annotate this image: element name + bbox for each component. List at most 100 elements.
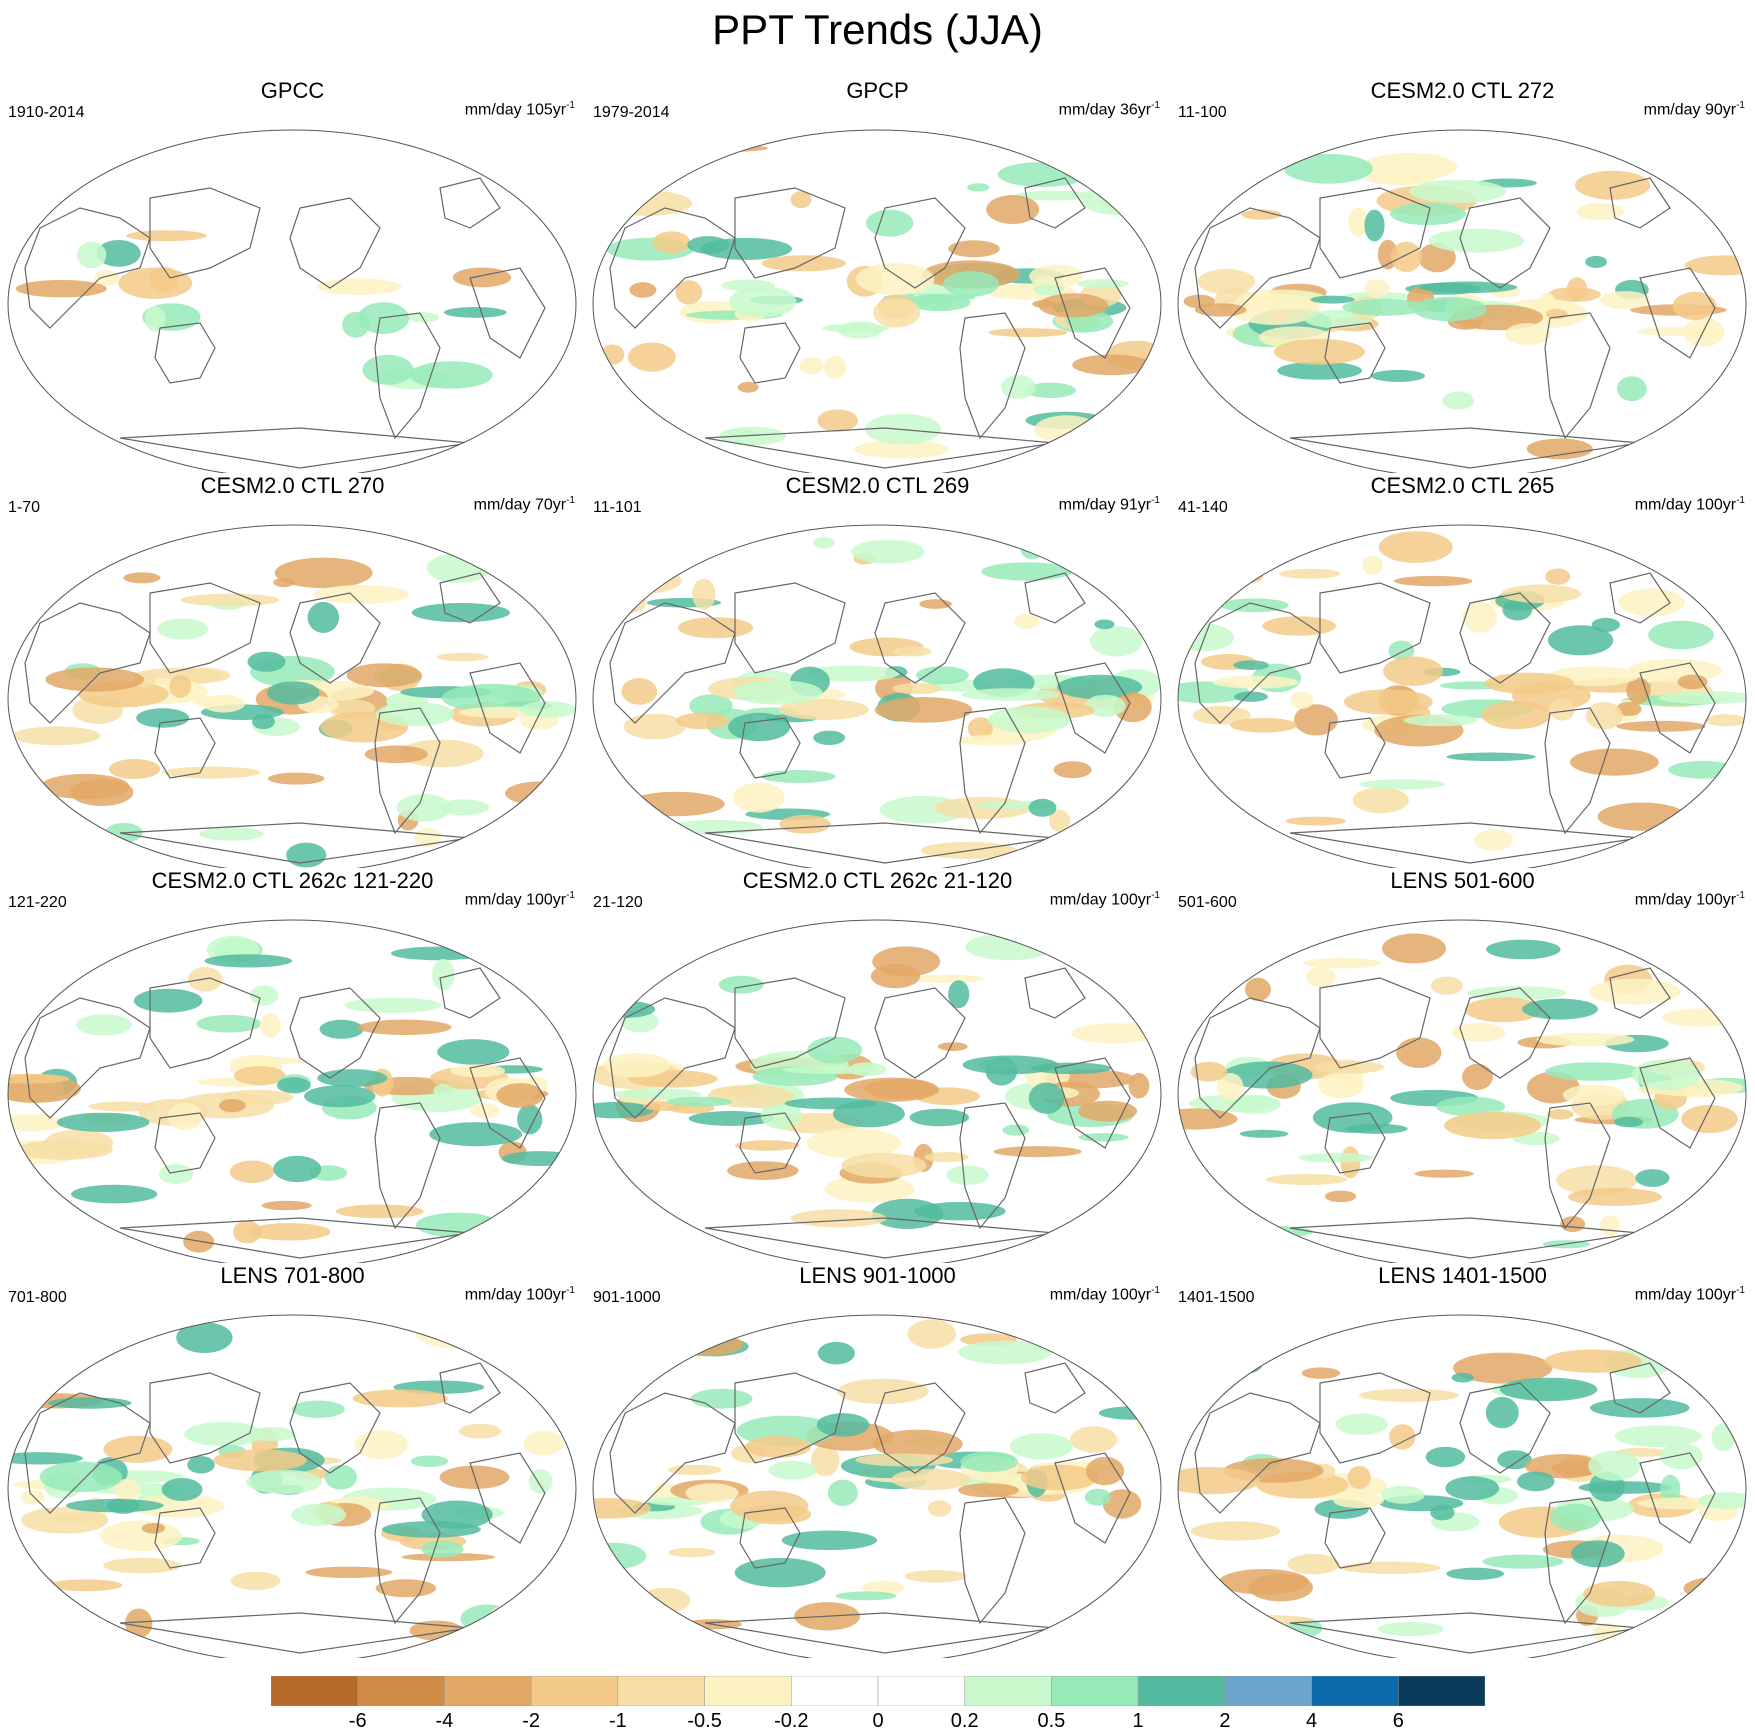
map-panel: LENS 501-600 501-600 mm/day 100yr-1 bbox=[1170, 868, 1755, 1263]
trend-shading bbox=[1590, 1398, 1690, 1418]
colorbar-swatch bbox=[357, 1676, 445, 1706]
trend-shading bbox=[1084, 1488, 1112, 1506]
trend-shading bbox=[45, 667, 145, 692]
trend-shading bbox=[133, 988, 203, 1013]
trend-shading bbox=[948, 240, 1000, 258]
coastline bbox=[959, 1497, 1026, 1625]
trend-shading bbox=[810, 1444, 840, 1477]
trend-shading bbox=[854, 440, 950, 459]
coastline bbox=[739, 1507, 801, 1569]
trend-shading bbox=[230, 1571, 281, 1591]
map-panel: CESM2.0 CTL 262c 121-220 121-220 mm/day 10… bbox=[0, 868, 585, 1263]
trend-shading bbox=[437, 799, 490, 816]
trend-shading bbox=[734, 1140, 800, 1151]
coastline bbox=[1024, 1362, 1086, 1414]
coastline bbox=[1609, 1362, 1671, 1414]
trend-shading bbox=[1562, 1084, 1625, 1106]
trend-shading bbox=[472, 836, 537, 852]
trend-shading bbox=[268, 772, 325, 785]
trend-shading bbox=[324, 1464, 358, 1490]
trend-shading bbox=[872, 1429, 963, 1459]
trend-shading bbox=[433, 1083, 454, 1098]
trend-shading bbox=[946, 1165, 989, 1185]
trend-shading bbox=[1445, 1476, 1500, 1501]
trend-shading bbox=[1711, 1423, 1735, 1452]
trend-shading bbox=[56, 1112, 150, 1132]
trend-shading bbox=[1382, 933, 1446, 964]
trend-shading bbox=[1348, 207, 1369, 237]
trend-shading bbox=[1325, 1190, 1357, 1203]
trend-shading bbox=[103, 1557, 181, 1574]
trend-shading bbox=[768, 1460, 817, 1480]
trend-shading bbox=[1576, 203, 1624, 221]
trend-shading bbox=[1692, 403, 1714, 433]
map-panel: LENS 701-800 701-800 mm/day 100yr-1 bbox=[0, 1263, 585, 1658]
units-text: mm/day 100yr bbox=[464, 1286, 567, 1304]
trend-shading bbox=[799, 357, 824, 375]
panel-title: GPCC bbox=[260, 78, 325, 103]
units-exponent: -1 bbox=[566, 890, 575, 901]
trend-shading bbox=[1451, 1372, 1474, 1383]
trend-shading bbox=[1364, 209, 1385, 242]
trend-shading bbox=[158, 1164, 194, 1184]
trend-shading bbox=[790, 1209, 887, 1228]
trend-shading bbox=[501, 1151, 576, 1167]
colorbar-tick-label: 0.2 bbox=[950, 1710, 979, 1732]
trend-shading bbox=[603, 1052, 670, 1078]
trend-shading bbox=[1216, 1073, 1244, 1101]
trend-shading bbox=[1378, 531, 1453, 563]
trend-shading bbox=[452, 267, 512, 288]
trend-shading bbox=[123, 572, 161, 584]
trend-shading bbox=[1314, 1060, 1385, 1074]
trend-shading bbox=[1662, 949, 1745, 972]
colorbar-labels: -6 -4 -2 -1 -0.5 -0.2 0 0.2 0.5 1 2 4 6 bbox=[0, 1710, 1755, 1734]
trend-shading bbox=[352, 1389, 448, 1408]
trend-shading bbox=[14, 1140, 114, 1160]
coastline bbox=[1639, 1452, 1716, 1544]
trend-shading bbox=[528, 1469, 553, 1494]
trend-shading bbox=[1467, 986, 1566, 1000]
trend-shading bbox=[690, 1388, 753, 1409]
trend-shading bbox=[790, 191, 812, 209]
trend-shading bbox=[1071, 1023, 1158, 1044]
panel-units: mm/day 105yr-1 bbox=[465, 100, 575, 119]
coastline bbox=[439, 177, 501, 229]
trend-shading bbox=[414, 828, 442, 848]
trend-shading bbox=[981, 562, 1073, 581]
trend-shading bbox=[1425, 1446, 1466, 1468]
trend-shading bbox=[822, 323, 890, 333]
colorbar-tick-label: 1 bbox=[1132, 1710, 1144, 1732]
trend-shading bbox=[1290, 691, 1314, 710]
trend-shading bbox=[806, 1128, 901, 1159]
coastline bbox=[1324, 1507, 1386, 1569]
trend-shading bbox=[469, 1103, 501, 1119]
trend-shading bbox=[593, 400, 638, 417]
coastline bbox=[24, 602, 151, 724]
colorbar-tick-label: -6 bbox=[348, 1710, 367, 1732]
map-panel: CESM2.0 CTL 270 1-70 mm/day 70yr-1 bbox=[0, 473, 585, 868]
coastline bbox=[374, 1102, 441, 1230]
colorbar bbox=[271, 1676, 1485, 1706]
trend-shading bbox=[1683, 1576, 1746, 1601]
trend-shading bbox=[362, 354, 414, 385]
trend-shading bbox=[267, 681, 320, 705]
trend-shading bbox=[1648, 620, 1714, 650]
coastline bbox=[739, 717, 801, 779]
panel-units: mm/day 100yr-1 bbox=[1050, 1285, 1160, 1304]
trend-shading bbox=[40, 773, 130, 800]
trend-shading bbox=[1501, 584, 1582, 604]
colorbar-swatch bbox=[1224, 1676, 1312, 1706]
trend-shading bbox=[443, 307, 507, 318]
trend-shading bbox=[1525, 1454, 1602, 1479]
world-map bbox=[1177, 129, 1747, 473]
trend-shading bbox=[1057, 674, 1143, 700]
trend-shading bbox=[1481, 700, 1551, 730]
trend-shading bbox=[1015, 190, 1094, 201]
coastline bbox=[149, 977, 261, 1069]
trend-shading bbox=[784, 1097, 878, 1110]
trend-shading bbox=[719, 426, 786, 446]
trend-shading bbox=[824, 1175, 915, 1203]
colorbar-tick-label: -0.5 bbox=[687, 1710, 722, 1732]
trend-shading bbox=[1585, 702, 1623, 730]
trend-shading bbox=[727, 1161, 799, 1180]
